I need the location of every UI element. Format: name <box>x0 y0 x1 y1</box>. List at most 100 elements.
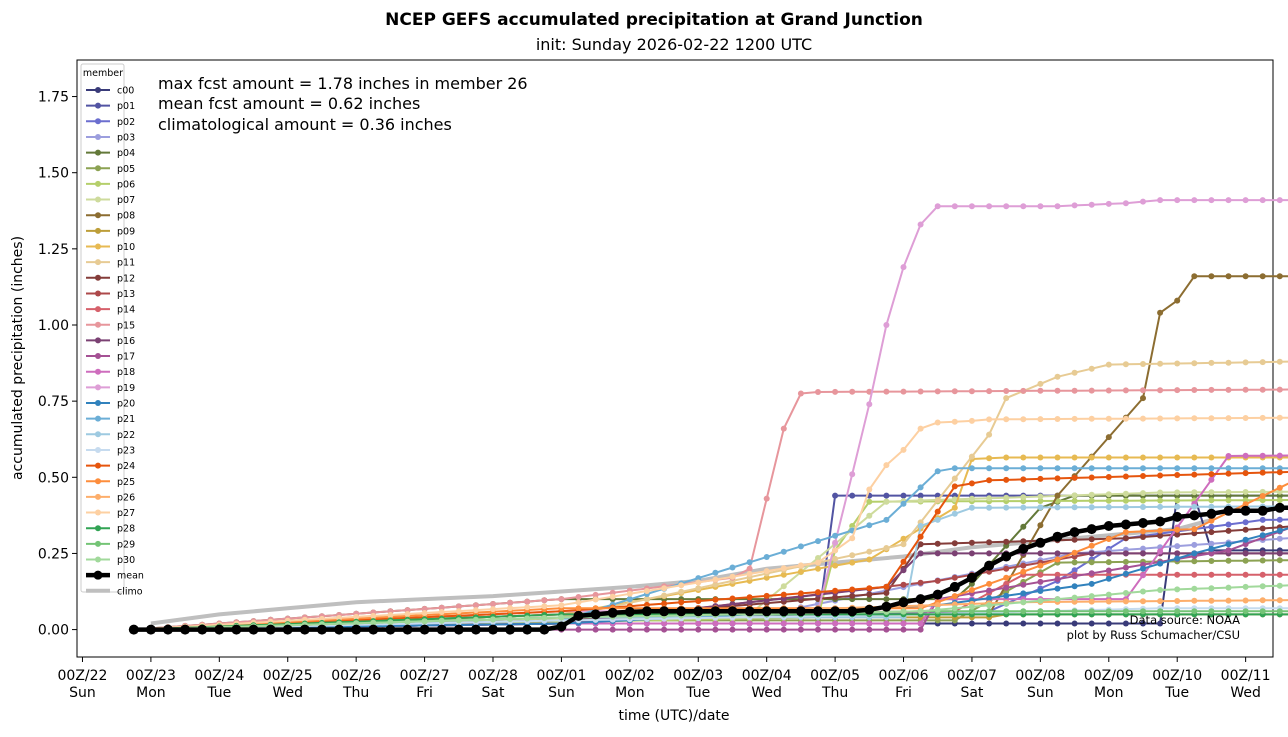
x-tick-label: 00Z/22 <box>58 668 108 684</box>
data-point <box>1174 586 1181 593</box>
data-point <box>1242 597 1249 604</box>
data-point <box>1071 608 1078 615</box>
data-point <box>421 605 428 612</box>
data-point <box>934 388 941 395</box>
data-point <box>1276 469 1283 476</box>
legend-label: p14 <box>117 305 135 316</box>
legend-label: p05 <box>117 164 135 175</box>
data-point <box>986 580 993 587</box>
x-tick-label: 00Z/07 <box>947 668 997 684</box>
data-point <box>1276 452 1283 459</box>
data-point <box>472 616 479 623</box>
data-point <box>1223 505 1234 516</box>
data-point <box>1105 536 1112 542</box>
data-point <box>1105 497 1112 504</box>
data-point <box>1174 415 1181 422</box>
data-point <box>1020 568 1027 575</box>
data-point <box>797 590 804 597</box>
x-tick-day-label: Thu <box>821 685 848 701</box>
data-point <box>866 548 873 555</box>
data-point <box>1020 465 1027 472</box>
data-point <box>1122 550 1129 557</box>
data-point <box>832 547 839 554</box>
data-point <box>815 389 821 395</box>
data-point <box>712 620 719 627</box>
legend-item-p27: p27 <box>86 508 135 519</box>
data-point <box>729 626 736 633</box>
data-point <box>1140 465 1146 472</box>
legend-label: climo <box>117 586 143 597</box>
legend-item-p11: p11 <box>86 258 135 269</box>
legend-item-p26: p26 <box>86 492 135 503</box>
legend-item-p09: p09 <box>86 226 135 237</box>
data-point <box>421 610 428 616</box>
data-point <box>1191 530 1198 537</box>
data-point <box>780 626 787 633</box>
legend-item-c00: c00 <box>86 86 134 97</box>
data-point <box>1105 434 1112 441</box>
data-point <box>1122 598 1129 605</box>
legend-marker <box>95 102 101 109</box>
data-point <box>763 495 770 502</box>
data-point <box>917 608 924 615</box>
data-point <box>932 589 943 600</box>
data-point <box>934 468 941 475</box>
data-point <box>1122 564 1129 571</box>
data-point <box>1140 534 1146 540</box>
data-point <box>387 619 394 626</box>
data-point <box>1208 608 1215 615</box>
data-point <box>387 612 394 618</box>
data-point <box>353 613 360 620</box>
data-point <box>197 624 208 635</box>
data-point <box>1122 473 1129 480</box>
legend-marker <box>95 133 101 140</box>
data-point <box>1122 608 1129 615</box>
data-point <box>1242 359 1249 366</box>
legend-marker <box>95 384 101 391</box>
data-point <box>1259 414 1266 421</box>
data-point <box>986 595 993 602</box>
data-point <box>1071 536 1078 543</box>
data-point <box>1105 200 1112 207</box>
data-point <box>1003 620 1010 627</box>
plot-area <box>76 59 1274 658</box>
data-point <box>1225 547 1232 554</box>
data-point <box>490 616 496 623</box>
data-point <box>1208 197 1215 204</box>
data-point <box>1157 489 1164 496</box>
data-point <box>507 605 514 612</box>
data-point <box>180 624 191 635</box>
data-point <box>1157 587 1164 593</box>
data-point <box>1191 360 1198 367</box>
data-point <box>1140 454 1146 461</box>
data-point <box>1105 491 1112 498</box>
data-point <box>1037 465 1044 472</box>
data-point <box>1225 557 1232 564</box>
data-point <box>1071 202 1078 209</box>
data-point <box>1191 571 1198 578</box>
data-point <box>951 593 958 600</box>
legend-item-p12: p12 <box>86 273 135 284</box>
data-point <box>1088 542 1095 549</box>
data-point <box>986 620 993 627</box>
y-tick-label: 1.00 <box>38 318 69 334</box>
data-point <box>1225 470 1232 477</box>
data-point <box>1242 197 1249 204</box>
legend-label: p24 <box>117 461 135 472</box>
data-point <box>1259 488 1266 495</box>
data-point <box>524 604 531 611</box>
data-point <box>695 585 702 592</box>
data-point <box>1208 454 1215 461</box>
data-point <box>558 602 565 609</box>
data-point <box>1122 558 1129 565</box>
data-point <box>282 624 293 635</box>
x-tick-day-label: Sun <box>69 685 96 701</box>
data-point <box>968 587 975 593</box>
data-point <box>849 559 856 566</box>
data-point <box>1276 414 1283 421</box>
data-point <box>1276 571 1283 578</box>
data-point <box>934 516 941 523</box>
legend-label: p04 <box>117 148 135 159</box>
data-point <box>1208 465 1215 472</box>
data-point <box>1225 527 1232 534</box>
